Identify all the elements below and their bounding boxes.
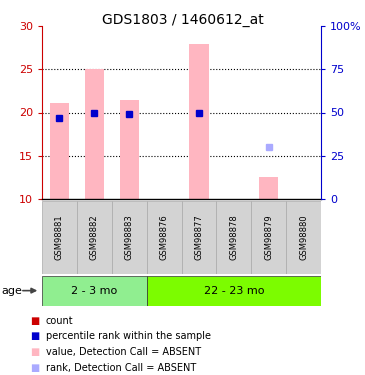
Bar — [147, 201, 181, 274]
Text: value, Detection Call = ABSENT: value, Detection Call = ABSENT — [46, 347, 201, 357]
Text: percentile rank within the sample: percentile rank within the sample — [46, 332, 211, 341]
Bar — [259, 177, 278, 199]
Text: GSM98878: GSM98878 — [230, 214, 238, 260]
Text: GSM98883: GSM98883 — [125, 214, 134, 260]
Bar — [251, 201, 286, 274]
Text: 22 - 23 mo: 22 - 23 mo — [204, 286, 264, 296]
Bar — [189, 44, 209, 199]
Bar — [77, 201, 112, 274]
Text: GSM98877: GSM98877 — [195, 214, 204, 260]
Text: GSM98881: GSM98881 — [55, 214, 64, 260]
Text: GSM98882: GSM98882 — [90, 214, 99, 260]
Bar — [181, 201, 216, 274]
Bar — [42, 201, 77, 274]
Bar — [120, 100, 139, 199]
Text: ■: ■ — [30, 363, 39, 373]
Text: 2 - 3 mo: 2 - 3 mo — [71, 286, 118, 296]
Text: age: age — [2, 286, 23, 296]
Text: GDS1803 / 1460612_at: GDS1803 / 1460612_at — [101, 13, 264, 27]
Bar — [286, 201, 321, 274]
Text: rank, Detection Call = ABSENT: rank, Detection Call = ABSENT — [46, 363, 196, 373]
Text: ■: ■ — [30, 316, 39, 326]
Bar — [50, 103, 69, 199]
Text: ■: ■ — [30, 332, 39, 341]
Text: GSM98879: GSM98879 — [264, 214, 273, 260]
Bar — [85, 69, 104, 199]
Text: ■: ■ — [30, 347, 39, 357]
Bar — [112, 201, 147, 274]
Bar — [147, 276, 321, 306]
Text: count: count — [46, 316, 73, 326]
Bar — [216, 201, 251, 274]
Text: GSM98880: GSM98880 — [299, 214, 308, 260]
Bar — [42, 276, 147, 306]
Text: GSM98876: GSM98876 — [160, 214, 169, 260]
